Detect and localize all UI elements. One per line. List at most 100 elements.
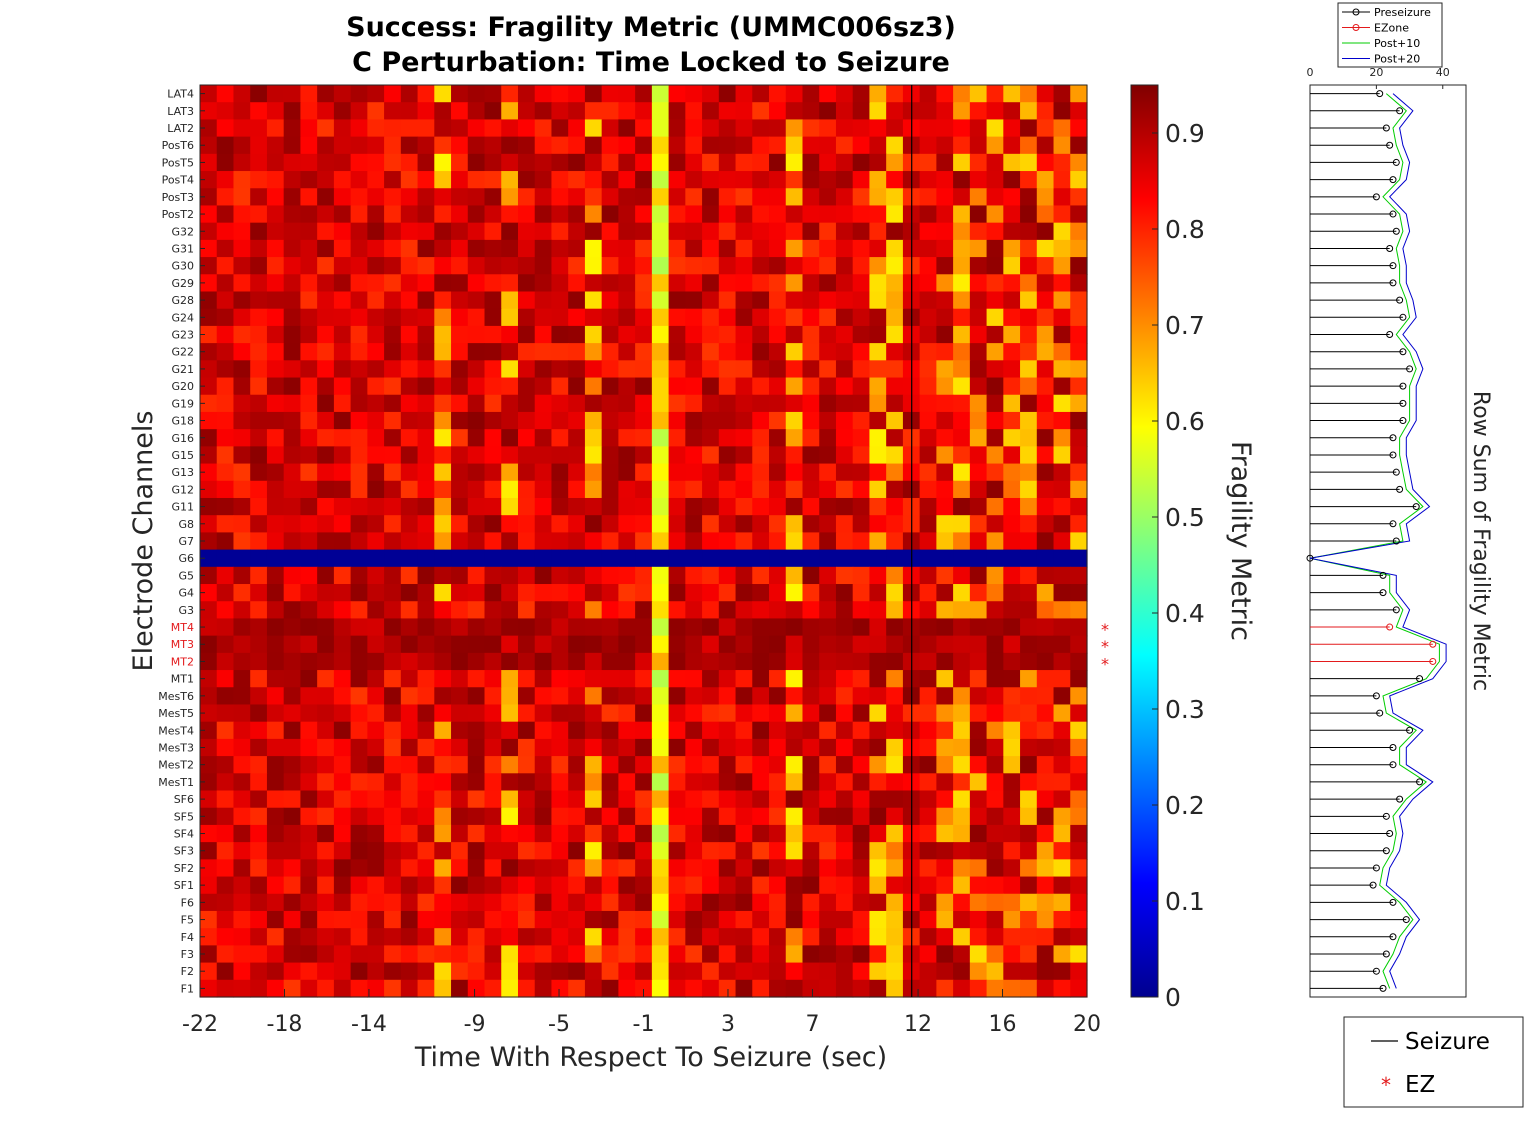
heatmap-cell	[919, 670, 937, 688]
heatmap-cell	[1020, 807, 1038, 826]
heatmap-cell	[718, 360, 737, 379]
heatmap-cell	[467, 257, 486, 275]
heatmap-cell	[953, 360, 971, 379]
heatmap-cell	[517, 429, 536, 447]
heatmap-cell	[200, 308, 218, 327]
heatmap-cell	[802, 807, 820, 826]
heatmap-cell	[568, 721, 586, 740]
heatmap-cell	[1003, 429, 1021, 447]
heatmap-cell	[417, 308, 435, 327]
heatmap-cell	[969, 824, 988, 843]
heatmap-cell	[568, 308, 586, 327]
heatmap-cell	[886, 773, 904, 792]
heatmap-cell	[250, 446, 268, 465]
heatmap-cell	[785, 738, 804, 757]
heatmap-cell	[651, 188, 670, 207]
heatmap-cell	[451, 566, 469, 585]
heatmap-cell	[451, 945, 469, 964]
heatmap-cell	[953, 136, 971, 155]
rowsum-marker	[1382, 124, 1390, 132]
heatmap-cell	[1036, 291, 1055, 310]
channel-label: G28	[171, 294, 194, 307]
heatmap-cell	[467, 566, 486, 585]
heatmap-cell	[685, 790, 703, 809]
heatmap-cell	[869, 566, 887, 585]
heatmap-cell	[451, 394, 469, 413]
rowsum-legend-box	[1337, 2, 1443, 68]
heatmap-cell	[317, 429, 335, 447]
heatmap-cell	[936, 584, 954, 602]
heatmap-cell	[618, 429, 636, 447]
heatmap-cell	[919, 119, 937, 138]
heatmap-cell	[785, 497, 804, 516]
heatmap-cell	[300, 446, 318, 465]
heatmap-cell	[802, 480, 820, 499]
heatmap-cell	[718, 153, 737, 172]
heatmap-cell	[1003, 979, 1021, 998]
heatmap-cell	[785, 859, 804, 878]
heatmap-cell	[266, 205, 285, 224]
heatmap-cell	[886, 205, 904, 224]
heatmap-cell	[601, 773, 619, 792]
heatmap-cell	[869, 859, 887, 878]
heatmap-cell	[668, 85, 686, 103]
heatmap-cell	[300, 842, 318, 860]
heatmap-cell	[434, 635, 452, 654]
heatmap-cell	[350, 394, 368, 413]
heatmap-cell	[936, 257, 954, 275]
heatmap-cell	[685, 515, 703, 533]
seizure-legend-label: Seizure	[1405, 1029, 1490, 1055]
rowsum-marker	[1406, 365, 1414, 373]
heatmap-cell	[400, 343, 419, 361]
heatmap-cell	[400, 171, 419, 189]
heatmap-cell	[886, 945, 904, 964]
heatmap-cell	[718, 239, 737, 258]
channel-label: MesT5	[158, 707, 194, 720]
heatmap-cell	[317, 824, 335, 843]
heatmap-cell	[618, 515, 636, 533]
heatmap-cell	[384, 497, 402, 516]
heatmap-cell	[936, 446, 954, 465]
heatmap-cell	[484, 532, 502, 551]
heatmap-cell	[651, 497, 670, 516]
heatmap-cell	[718, 549, 737, 568]
heatmap-cell	[434, 928, 452, 946]
heatmap-cell	[618, 721, 636, 740]
heatmap-cell	[1003, 842, 1021, 860]
heatmap-cell	[1053, 842, 1071, 860]
heatmap-cell	[886, 618, 904, 637]
heatmap-cell	[919, 532, 937, 551]
heatmap-cell	[702, 394, 720, 413]
heatmap-cell	[534, 291, 553, 310]
heatmap-cell	[785, 945, 804, 964]
heatmap-cell	[1036, 102, 1055, 121]
heatmap-cell	[1036, 928, 1055, 946]
heatmap-cell	[250, 876, 268, 895]
heatmap-cell	[869, 411, 887, 430]
heatmap-cell	[434, 945, 452, 964]
heatmap-cell	[852, 394, 871, 413]
heatmap-cell	[752, 515, 770, 533]
heatmap-cell	[266, 308, 285, 327]
heatmap-cell	[702, 274, 720, 293]
heatmap-cell	[384, 910, 402, 929]
heatmap-cell	[969, 876, 988, 895]
channel-label: SF1	[174, 879, 194, 892]
heatmap-cell	[283, 773, 302, 792]
heatmap-cell	[1070, 377, 1088, 396]
heatmap-cell	[618, 325, 636, 344]
heatmap-cell	[534, 532, 553, 551]
heatmap-cell	[317, 618, 335, 637]
heatmap-cell	[953, 979, 971, 998]
heatmap-cell	[718, 394, 737, 413]
heatmap-cell	[200, 274, 218, 293]
colorbar-tick-label: 0.4	[1165, 599, 1205, 628]
heatmap-cell	[735, 910, 753, 929]
heatmap-cell	[718, 515, 737, 533]
heatmap-cell	[216, 308, 235, 327]
heatmap-cell	[283, 979, 302, 998]
heatmap-cell	[819, 102, 837, 121]
heatmap-cell	[283, 325, 302, 344]
heatmap-cell	[434, 910, 452, 929]
heatmap-cell	[635, 687, 653, 706]
